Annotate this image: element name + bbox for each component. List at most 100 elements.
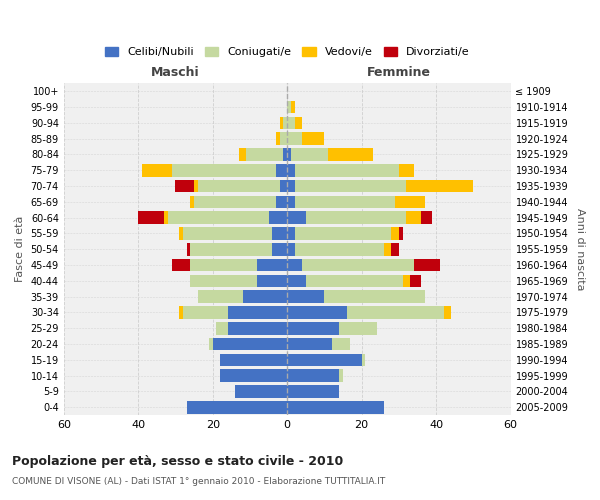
Bar	[194, 196, 276, 208]
Bar	[291, 148, 328, 161]
Bar	[347, 306, 443, 319]
Bar	[295, 196, 395, 208]
Bar	[239, 148, 246, 161]
Bar	[287, 100, 291, 114]
Y-axis label: Fasce di età: Fasce di età	[15, 216, 25, 282]
Bar	[272, 227, 287, 240]
Bar	[280, 180, 287, 192]
Bar	[272, 243, 287, 256]
Bar	[287, 274, 306, 287]
Bar	[172, 258, 190, 272]
Bar	[283, 148, 287, 161]
Bar	[287, 180, 295, 192]
Bar	[414, 258, 440, 272]
Bar	[287, 354, 362, 366]
Bar	[362, 354, 365, 366]
Bar	[172, 164, 276, 176]
Bar	[295, 243, 384, 256]
Bar	[287, 370, 340, 382]
Bar	[391, 243, 399, 256]
Bar	[287, 306, 347, 319]
Bar	[406, 212, 421, 224]
Bar	[391, 227, 399, 240]
Bar	[287, 338, 332, 350]
Bar	[306, 274, 403, 287]
Bar	[302, 132, 325, 145]
Bar	[399, 164, 414, 176]
Bar	[168, 212, 269, 224]
Bar	[410, 274, 421, 287]
Bar	[287, 227, 295, 240]
Bar	[209, 338, 213, 350]
Text: Popolazione per età, sesso e stato civile - 2010: Popolazione per età, sesso e stato civil…	[12, 455, 343, 468]
Bar	[194, 180, 198, 192]
Bar	[142, 164, 172, 176]
Bar	[183, 306, 227, 319]
Bar	[280, 132, 287, 145]
Bar	[276, 164, 287, 176]
Bar	[190, 258, 257, 272]
Bar	[287, 132, 302, 145]
Bar	[395, 196, 425, 208]
Text: COMUNE DI VISONE (AL) - Dati ISTAT 1° gennaio 2010 - Elaborazione TUTTITALIA.IT: COMUNE DI VISONE (AL) - Dati ISTAT 1° ge…	[12, 478, 385, 486]
Bar	[175, 180, 194, 192]
Bar	[340, 322, 377, 334]
Bar	[246, 148, 283, 161]
Bar	[287, 116, 295, 129]
Bar	[443, 306, 451, 319]
Bar	[179, 227, 183, 240]
Bar	[179, 306, 183, 319]
Bar	[276, 196, 287, 208]
Text: Femmine: Femmine	[367, 66, 431, 78]
Bar	[403, 274, 410, 287]
Bar	[183, 227, 272, 240]
Bar	[287, 290, 325, 303]
Bar	[164, 212, 168, 224]
Bar	[421, 212, 433, 224]
Bar	[257, 274, 287, 287]
Bar	[332, 338, 350, 350]
Bar	[295, 116, 302, 129]
Bar	[190, 243, 272, 256]
Bar	[227, 306, 287, 319]
Bar	[287, 148, 291, 161]
Bar	[220, 354, 287, 366]
Bar	[257, 258, 287, 272]
Bar	[287, 322, 340, 334]
Bar	[227, 322, 287, 334]
Bar	[295, 227, 391, 240]
Bar	[325, 290, 425, 303]
Bar	[242, 290, 287, 303]
Bar	[198, 290, 242, 303]
Bar	[280, 116, 283, 129]
Bar	[220, 370, 287, 382]
Bar	[328, 148, 373, 161]
Bar	[287, 164, 295, 176]
Bar	[283, 116, 287, 129]
Bar	[287, 258, 302, 272]
Bar	[190, 196, 194, 208]
Bar	[287, 401, 384, 413]
Bar	[187, 243, 190, 256]
Bar	[384, 243, 391, 256]
Bar	[291, 100, 295, 114]
Bar	[198, 180, 280, 192]
Bar	[217, 322, 227, 334]
Bar	[190, 274, 257, 287]
Bar	[187, 401, 287, 413]
Bar	[276, 132, 280, 145]
Bar	[340, 370, 343, 382]
Bar	[287, 212, 306, 224]
Bar	[406, 180, 473, 192]
Bar	[287, 243, 295, 256]
Bar	[302, 258, 414, 272]
Bar	[306, 212, 406, 224]
Bar	[213, 338, 287, 350]
Bar	[138, 212, 164, 224]
Text: Maschi: Maschi	[151, 66, 200, 78]
Bar	[287, 385, 340, 398]
Legend: Celibi/Nubili, Coniugati/e, Vedovi/e, Divorziati/e: Celibi/Nubili, Coniugati/e, Vedovi/e, Di…	[101, 42, 474, 62]
Y-axis label: Anni di nascita: Anni di nascita	[575, 208, 585, 290]
Bar	[235, 385, 287, 398]
Bar	[269, 212, 287, 224]
